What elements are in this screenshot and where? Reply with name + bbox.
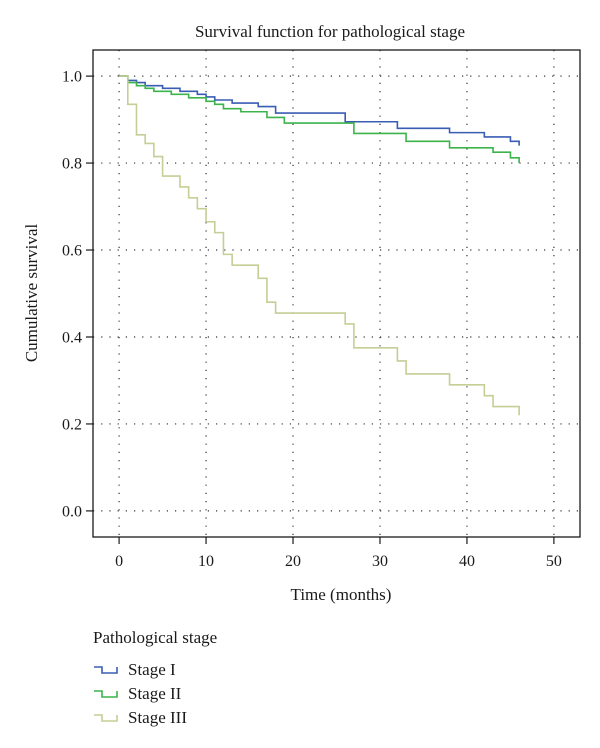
x-tick-label: 10 bbox=[198, 553, 214, 570]
axes: 0 10 20 30 40 50 0.0 0.2 0.4 0.6 0.8 1.0 bbox=[62, 69, 562, 570]
chart-title: Survival function for pathological stage bbox=[195, 22, 465, 41]
legend-label: Stage II bbox=[128, 684, 182, 703]
y-tick-label: 0.4 bbox=[62, 329, 82, 346]
legend-items: Stage I Stage II Stage III bbox=[94, 660, 187, 727]
y-tick-label: 0.0 bbox=[62, 503, 82, 520]
y-tick-label: 1.0 bbox=[62, 69, 82, 86]
x-tick-label: 0 bbox=[115, 553, 123, 570]
legend-item: Stage I bbox=[94, 660, 176, 679]
y-axis-label: Cumulative survival bbox=[22, 224, 41, 363]
series-line-stage-3 bbox=[119, 75, 520, 416]
x-tick-label: 40 bbox=[459, 553, 475, 570]
legend-label: Stage I bbox=[128, 660, 176, 679]
legend-swatch bbox=[94, 690, 118, 698]
y-tick-label: 0.8 bbox=[62, 156, 82, 173]
legend-swatch bbox=[94, 714, 118, 722]
x-axis-label: Time (months) bbox=[291, 585, 392, 604]
series-line-stage-1 bbox=[119, 75, 520, 146]
series-line-stage-2 bbox=[119, 75, 520, 164]
series-layer bbox=[119, 75, 520, 416]
x-tick-label: 30 bbox=[372, 553, 388, 570]
plot-frame bbox=[92, 49, 581, 538]
legend-item: Stage II bbox=[94, 684, 182, 703]
legend-swatch bbox=[94, 666, 118, 674]
legend-title: Pathological stage bbox=[93, 628, 217, 647]
x-tick-label: 20 bbox=[285, 553, 301, 570]
x-tick-label: 50 bbox=[546, 553, 562, 570]
y-tick-label: 0.6 bbox=[62, 243, 82, 260]
y-tick-label: 0.2 bbox=[62, 416, 82, 433]
legend-item: Stage III bbox=[94, 708, 187, 727]
legend-label: Stage III bbox=[128, 708, 187, 727]
